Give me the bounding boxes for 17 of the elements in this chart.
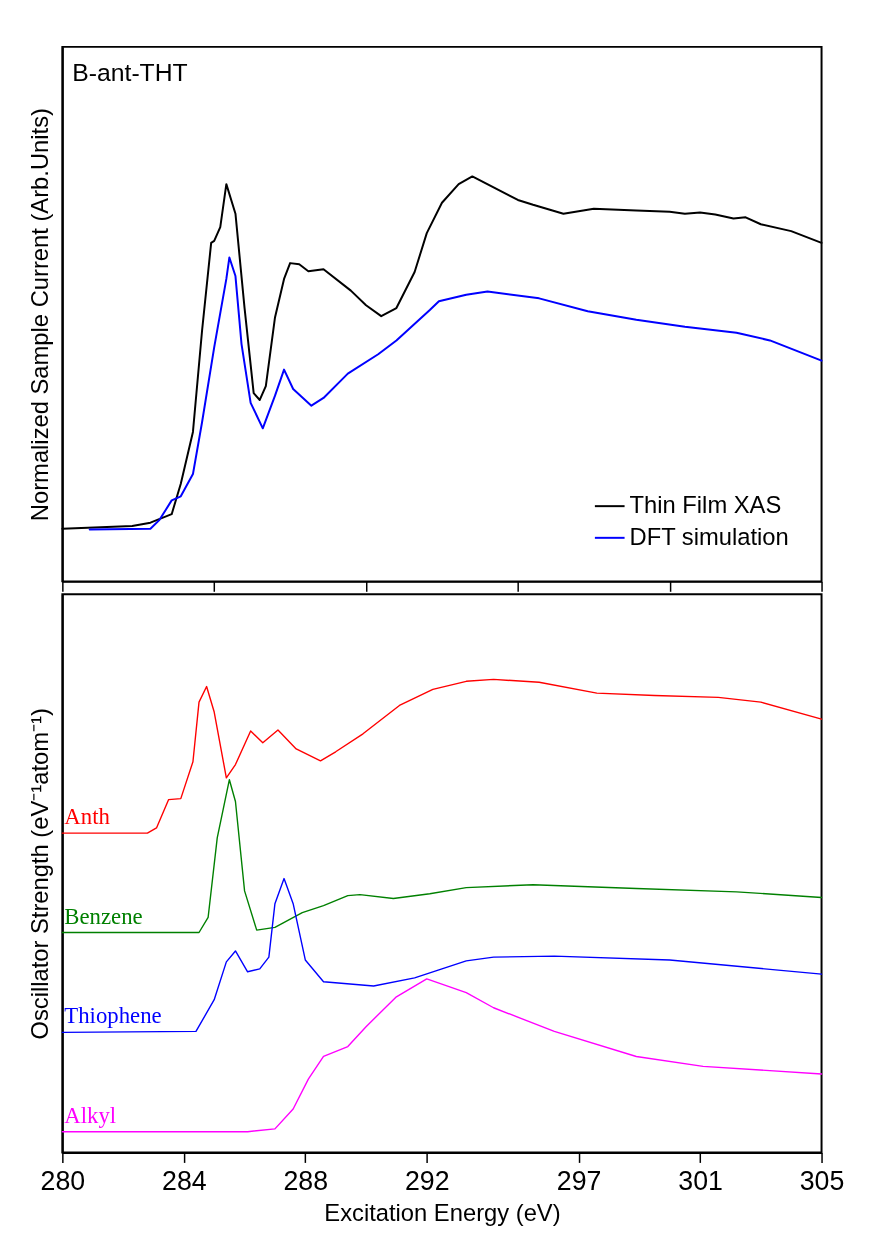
- legend-label: Thin Film XAS: [629, 491, 782, 519]
- series-label: Anth: [64, 804, 111, 830]
- x-tick-label: 301: [678, 1165, 723, 1196]
- x-tick-label: 305: [799, 1165, 845, 1196]
- x-tick-label: 288: [283, 1165, 329, 1196]
- chart-title: B-ant-THT: [72, 58, 188, 86]
- x-tick-label: 284: [162, 1165, 207, 1196]
- x-tick-label: 297: [556, 1165, 602, 1196]
- x-tick-label: 280: [40, 1165, 86, 1196]
- series-label: Alkyl: [64, 1102, 117, 1128]
- x-tick-label: 292: [404, 1165, 450, 1196]
- x-axis-title: Excitation Energy (eV): [324, 1199, 561, 1227]
- series-label: Benzene: [64, 903, 143, 929]
- y-axis-title: Normalized Sample Current (Arb.Units): [26, 108, 54, 522]
- series-label: Thiophene: [64, 1003, 162, 1029]
- legend-label: DFT simulation: [629, 522, 789, 550]
- y-axis-title: Oscillator Strength (eV⁻¹atom⁻¹): [26, 708, 54, 1040]
